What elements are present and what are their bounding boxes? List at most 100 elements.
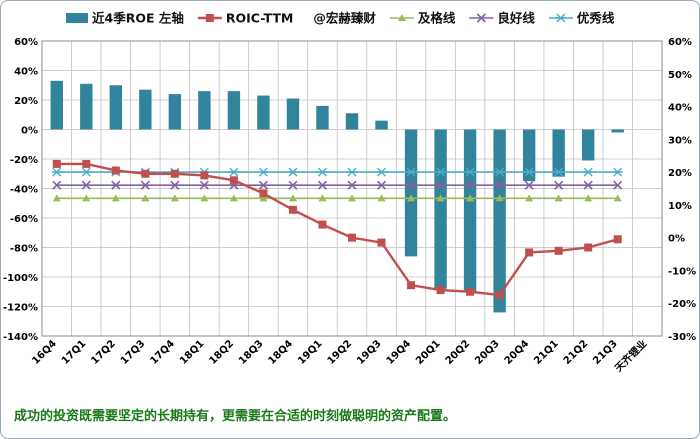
line-marker [317,180,328,190]
line-marker [554,180,564,190]
legend: 近4季ROE 左轴 ROIC-TTM @宏赫臻财 及格线 良好线 优秀线 [66,11,615,26]
roe-bar [345,113,359,130]
roe-bar [286,98,300,130]
line-marker [397,14,406,21]
line-marker [82,159,91,168]
line-marker [466,287,475,296]
x-axis-category-label: 17Q1 [60,338,89,367]
left-axis-tick-label: -100% [3,273,38,284]
roe-bar [168,94,182,130]
left-axis-tick-label: -80% [10,244,38,255]
roe-bar [316,105,329,130]
line-marker [258,167,269,177]
line-marker [555,13,566,23]
line-marker [111,194,120,202]
line-marker [554,194,563,202]
x-axis-category-label: 17Q3 [119,338,148,367]
line-marker [141,169,150,178]
line-marker [435,167,446,177]
line-marker [377,194,386,202]
x-axis-category-label: 19Q4 [385,338,414,367]
line-marker [170,180,180,190]
line-marker [140,180,150,190]
roe-bar [522,129,536,182]
line-marker [584,194,593,202]
line-marker [583,167,594,177]
line-marker [259,194,268,202]
roe-bar [80,83,93,130]
roe-bar [581,129,595,161]
line-marker [376,167,387,177]
line-marker [229,194,238,202]
line-marker [200,171,209,180]
roe-bar [404,129,418,257]
line-marker [476,13,486,23]
roe-bar [611,129,624,133]
line-marker [205,14,214,22]
left-axis-tick-label: 40% [14,67,38,78]
right-axis-tick-label: -10% [668,266,696,277]
roe-bar [434,129,447,289]
line-marker [584,243,593,252]
line-marker [465,167,476,177]
x-axis-category-label: 21Q3 [591,338,620,367]
line-marker [407,281,416,290]
x-axis-category-label: 20Q2 [444,338,473,367]
line-marker [553,167,564,177]
line-marker [377,238,386,247]
line-marker [466,194,475,202]
line-marker [525,248,534,257]
line-marker [407,194,416,202]
right-axis-tick-label: 50% [668,70,692,81]
x-axis-category-label: 18Q3 [237,338,266,367]
line-marker [495,291,504,300]
line-marker [141,194,150,202]
line-marker [199,180,209,190]
right-axis-tick-label: 0% [668,234,685,245]
line-marker [170,194,179,202]
line-marker [318,194,327,202]
line-marker [318,220,327,229]
right-axis-tick-label: 20% [668,168,692,179]
line-marker [524,180,534,190]
x-axis-category-label: 18Q2 [207,338,236,367]
x-axis-category-label: 20Q1 [414,338,443,367]
line-marker [51,167,62,177]
line-marker [288,205,297,214]
roe-bar [552,129,565,177]
roe-bar [139,89,152,130]
right-axis-tick-label: 10% [668,201,692,212]
line-marker [494,167,505,177]
line-marker [81,180,91,190]
x-axis-category-label: 19Q2 [326,338,355,367]
x-axis-category-label: 21Q2 [562,338,591,367]
left-axis-tick-label: -140% [3,332,38,343]
right-axis-tick-label: -20% [668,299,696,310]
x-axis-category-label: 19Q1 [296,338,325,367]
line-marker [613,180,623,190]
axes: 60% 40% 20% 0% -20% -40% -60% -80% -100% -120% -14… [3,37,696,374]
line-marker [52,180,62,190]
roe-bar [109,85,123,130]
right-axis-tick-label: 40% [668,103,692,114]
footnote: 成功的投资既需要坚定的长期持有，更需要在合适的时刻做聪明的资产配置。 [14,408,456,424]
line-marker [436,180,446,190]
roe-bar [463,129,477,292]
line-marker [288,194,297,202]
right-axis-tick-label: 30% [668,135,692,146]
plot-area-border [41,40,663,337]
left-axis-tick-label: -120% [3,303,38,314]
right-axis-tick-label: -30% [668,332,696,343]
roe-bar [375,120,388,130]
line-marker [406,167,417,177]
legend-label: 及格线 [418,11,456,26]
line-marker [82,194,91,202]
line-marker [347,180,357,190]
legend-label: 优秀线 [577,11,615,26]
legend-label: 近4季ROE 左轴 [92,11,184,26]
line-marker [554,246,563,255]
line-marker [81,167,92,177]
x-axis-category-label: 18Q4 [267,338,296,367]
line-marker [436,286,445,295]
